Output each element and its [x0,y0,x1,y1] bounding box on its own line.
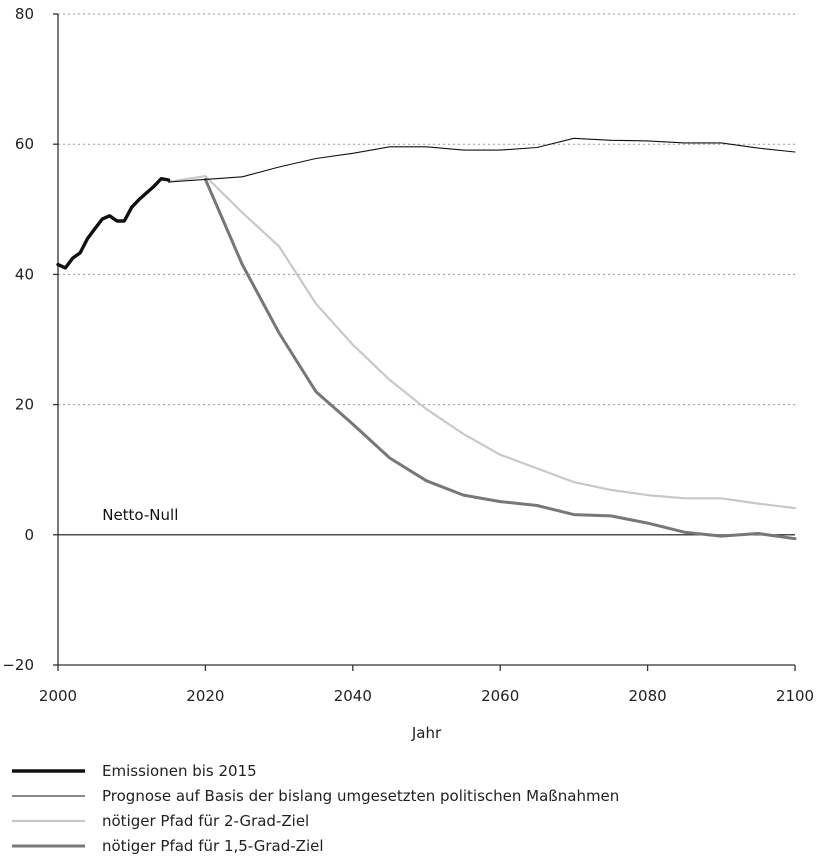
legend: Emissionen bis 2015 Prognose auf Basis d… [12,758,619,858]
series-line-3 [203,177,797,541]
legend-item-2-degree: nötiger Pfad für 2-Grad-Ziel [12,808,619,833]
x-tick-label: 2020 [186,687,224,705]
series-lines [56,137,797,541]
x-tick-label: 2000 [39,687,77,705]
x-tick-label: 2040 [334,687,372,705]
legend-label-2-degree: nötiger Pfad für 2-Grad-Ziel [102,811,310,830]
legend-swatch-forecast [12,794,85,797]
axes [53,13,796,671]
y-tick-label: 40 [15,265,34,283]
legend-label-emissions: Emissionen bis 2015 [102,761,257,780]
legend-swatch-2-degree [12,819,85,822]
legend-item-forecast: Prognose auf Basis der bislang umgesetzt… [12,783,619,808]
legend-label-1-5-degree: nötiger Pfad für 1,5-Grad-Ziel [102,836,324,855]
series-line-0 [56,176,171,270]
x-tick-label: 2060 [481,687,519,705]
y-tick-label: 80 [15,5,34,23]
y-tick-label: 20 [15,396,34,414]
legend-item-1-5-degree: nötiger Pfad für 1,5-Grad-Ziel [12,833,619,858]
legend-swatch-1-5-degree [12,844,85,847]
legend-label-forecast: Prognose auf Basis der bislang umgesetzt… [102,786,620,805]
x-axis-title: Jahr [411,724,442,742]
series-line-1 [168,137,796,183]
legend-swatch-emissions [12,768,85,773]
y-tick-label: 60 [15,135,34,153]
y-tick-label: −20 [2,656,34,674]
x-tick-label: 2080 [629,687,667,705]
gridlines [58,13,795,406]
legend-item-emissions: Emissionen bis 2015 [12,758,619,783]
series-line-2 [167,175,797,510]
y-tick-label: 0 [24,526,34,544]
netto-null-label: Netto-Null [102,506,178,524]
x-tick-label: 2100 [776,687,814,705]
